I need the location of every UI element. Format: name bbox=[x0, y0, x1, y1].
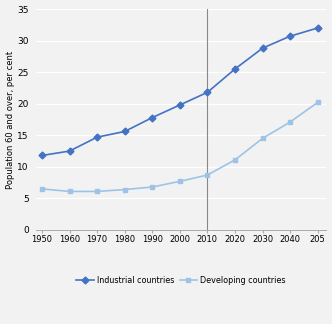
Legend: Industrial countries, Developing countries: Industrial countries, Developing countri… bbox=[73, 272, 289, 288]
Y-axis label: Population 60 and over, per cent: Population 60 and over, per cent bbox=[6, 51, 15, 189]
